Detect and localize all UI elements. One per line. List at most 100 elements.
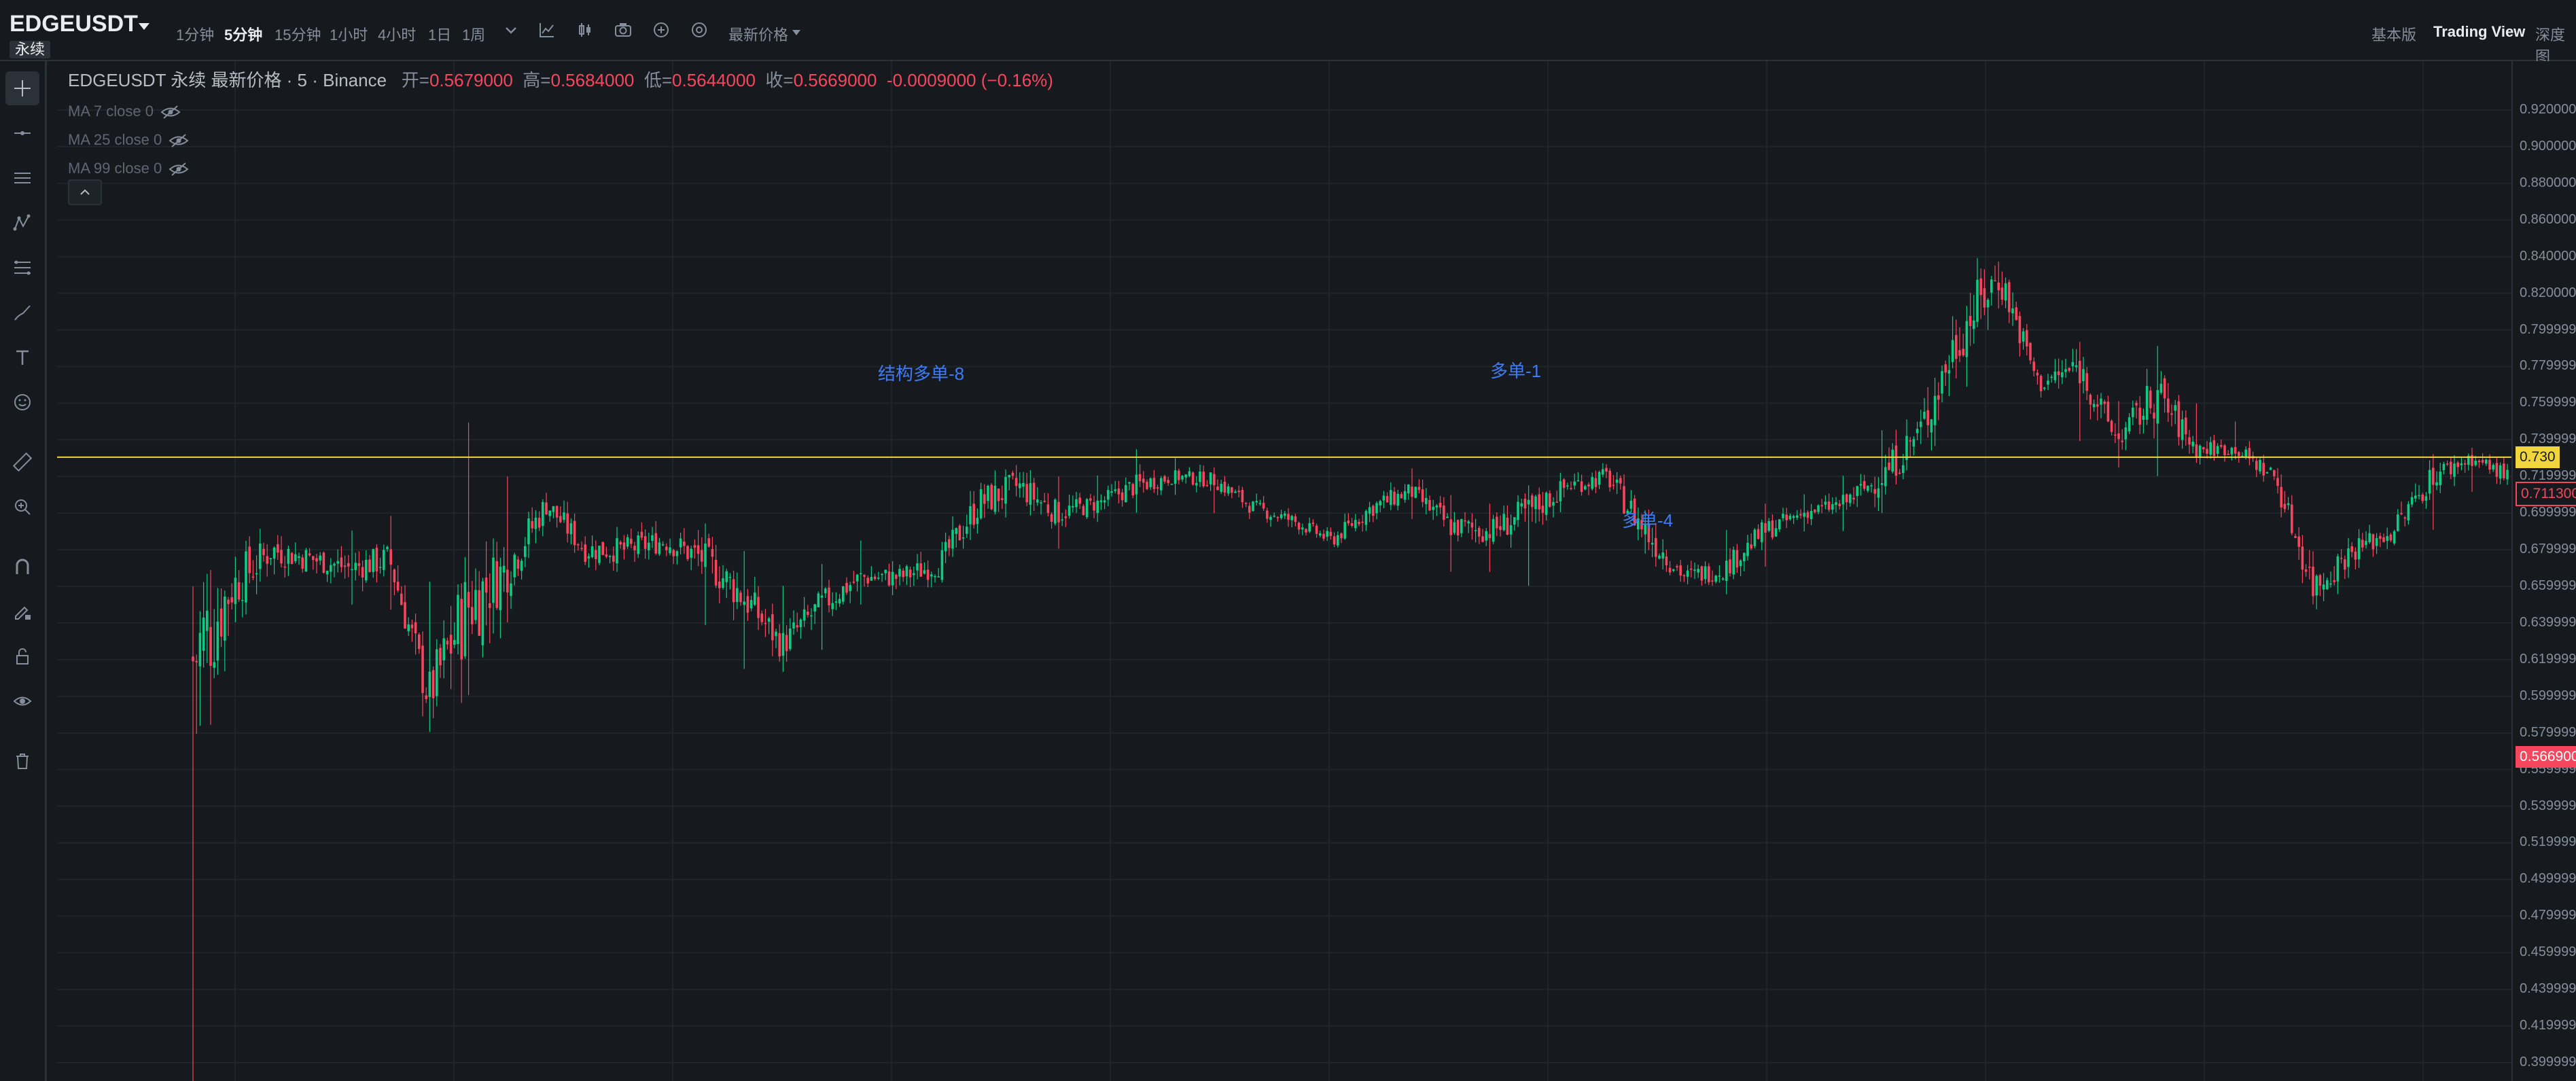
candle-body bbox=[2050, 376, 2053, 378]
more-intervals-chevron-icon[interactable] bbox=[501, 20, 521, 39]
candle bbox=[2322, 573, 2325, 601]
chevron-down-icon[interactable] bbox=[792, 30, 800, 35]
candle bbox=[1167, 476, 1169, 486]
candle bbox=[312, 556, 315, 570]
emoji-icon[interactable] bbox=[5, 385, 39, 419]
candle bbox=[1025, 472, 1028, 506]
magnet-icon[interactable] bbox=[5, 550, 39, 584]
horizontal-lines-icon[interactable] bbox=[5, 161, 39, 195]
price-chart[interactable] bbox=[57, 61, 2513, 1081]
candle bbox=[449, 605, 453, 690]
candle-body bbox=[601, 542, 604, 555]
candle bbox=[1761, 519, 1763, 550]
candle bbox=[799, 618, 802, 639]
trash-icon[interactable] bbox=[5, 744, 39, 778]
hidden-eye-icon[interactable] bbox=[169, 133, 189, 148]
view-depth[interactable]: 深度图 bbox=[2535, 26, 2566, 65]
hidden-eye-icon[interactable] bbox=[169, 162, 189, 177]
price-tick-label: 0.880000 bbox=[2520, 175, 2576, 190]
zoom-in-icon[interactable] bbox=[5, 490, 39, 524]
symbol-selector[interactable]: EDGEUSDT bbox=[10, 11, 138, 37]
candle bbox=[1096, 475, 1099, 522]
candle bbox=[1520, 499, 1523, 514]
candle bbox=[1364, 509, 1368, 531]
interval-5m[interactable]: 5分钟 bbox=[224, 26, 263, 43]
chevron-down-icon[interactable] bbox=[139, 23, 149, 30]
candle-body bbox=[895, 574, 898, 579]
candle bbox=[436, 639, 438, 707]
candle-body bbox=[976, 518, 979, 525]
brush-icon[interactable] bbox=[5, 296, 39, 330]
candle-body bbox=[785, 635, 788, 652]
candle-body bbox=[2092, 404, 2096, 408]
ruler-icon[interactable] bbox=[5, 445, 39, 479]
pattern-tool-icon[interactable] bbox=[5, 206, 39, 240]
interval-1d[interactable]: 1日 bbox=[428, 26, 452, 43]
annotation-structure-long-8[interactable]: 结构多单-8 bbox=[878, 364, 965, 384]
annotation-long-4[interactable]: 多单-4 bbox=[1622, 510, 1674, 531]
chart-type-candles-icon[interactable] bbox=[576, 20, 595, 39]
crosshair-icon[interactable] bbox=[5, 71, 39, 105]
candle bbox=[845, 577, 848, 595]
candle bbox=[2421, 493, 2424, 504]
text-tool-icon[interactable] bbox=[5, 340, 39, 374]
collapse-legend-button[interactable] bbox=[68, 179, 102, 205]
view-tradingview[interactable]: Trading View bbox=[2433, 23, 2526, 40]
candle-body bbox=[2039, 376, 2043, 391]
hidden-eye-icon[interactable] bbox=[160, 105, 181, 120]
fibonacci-icon[interactable] bbox=[5, 251, 39, 285]
candle bbox=[1117, 480, 1121, 503]
candle-body bbox=[1361, 521, 1364, 523]
unlock-icon[interactable] bbox=[5, 639, 39, 673]
candle bbox=[241, 582, 244, 618]
interval-4h[interactable]: 4小时 bbox=[378, 26, 417, 43]
candle-body bbox=[1400, 494, 1403, 499]
interval-1m[interactable]: 1分钟 bbox=[176, 26, 215, 43]
candle bbox=[2259, 457, 2261, 474]
candle-body bbox=[2153, 412, 2155, 419]
lock-drawing-icon[interactable] bbox=[5, 595, 39, 628]
indicators-icon[interactable] bbox=[537, 20, 557, 39]
candle-body bbox=[1446, 516, 1449, 518]
candle-body bbox=[2294, 535, 2297, 538]
candle-body bbox=[595, 550, 597, 559]
candle-body bbox=[2435, 482, 2438, 486]
candle-body bbox=[2414, 495, 2417, 499]
candle bbox=[626, 534, 629, 549]
candle bbox=[595, 540, 597, 571]
candle-body bbox=[1771, 520, 1774, 538]
candle bbox=[2004, 277, 2007, 308]
interval-1w[interactable]: 1周 bbox=[462, 26, 486, 43]
candle-body bbox=[340, 557, 343, 567]
candle bbox=[234, 556, 237, 622]
view-basic[interactable]: 基本版 bbox=[2371, 26, 2417, 43]
candle bbox=[537, 511, 541, 531]
interval-15m[interactable]: 15分钟 bbox=[275, 26, 321, 43]
candlestick-chart[interactable] bbox=[57, 61, 2513, 1081]
settings-gear-icon[interactable] bbox=[690, 20, 709, 39]
candle-body bbox=[2068, 368, 2070, 371]
trend-line-icon[interactable] bbox=[5, 116, 39, 150]
candle bbox=[905, 565, 908, 585]
visibility-eye-icon[interactable] bbox=[5, 684, 39, 718]
candle bbox=[913, 566, 915, 586]
candle bbox=[1767, 518, 1770, 533]
price-tick-label: 0.860000 bbox=[2520, 211, 2576, 227]
candle bbox=[1697, 565, 1699, 578]
candle-body bbox=[2195, 444, 2198, 458]
price-axis[interactable]: 0.920000 0.900000 0.880000 0.860000 0.840000… bbox=[2511, 61, 2576, 1081]
candle bbox=[1605, 464, 1608, 478]
annotation-long-1[interactable]: 多单-1 bbox=[1490, 361, 1542, 381]
interval-1h[interactable]: 1小时 bbox=[330, 26, 368, 43]
candle-body bbox=[2283, 503, 2287, 510]
candle-body bbox=[1311, 522, 1315, 525]
candle bbox=[1488, 503, 1492, 572]
candle bbox=[1160, 476, 1163, 495]
candle-body bbox=[937, 576, 940, 578]
price-type-selector[interactable]: 最新价格 bbox=[728, 26, 789, 43]
candle bbox=[1902, 454, 1905, 480]
camera-icon[interactable] bbox=[614, 20, 633, 39]
add-icon[interactable] bbox=[652, 20, 671, 39]
candle bbox=[383, 544, 385, 577]
chart-grid bbox=[57, 61, 2511, 1081]
